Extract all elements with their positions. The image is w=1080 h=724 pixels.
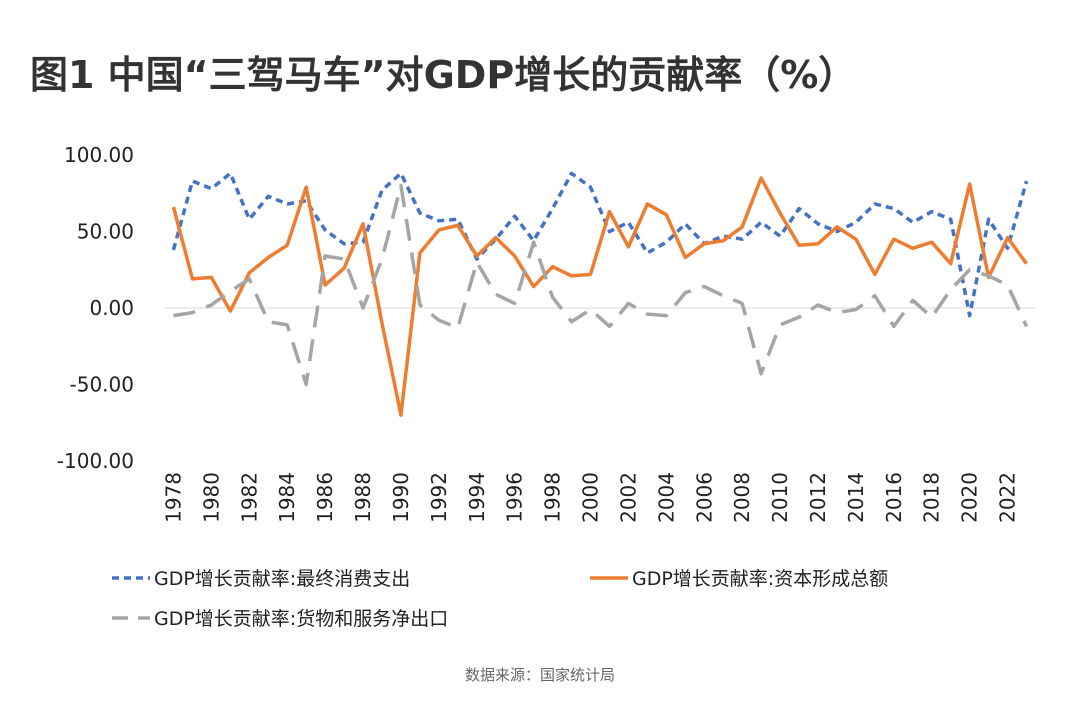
x-tick-label: 2010 — [768, 472, 792, 523]
x-tick-label: 1994 — [465, 472, 489, 523]
x-tick-label: 1980 — [199, 472, 223, 523]
series-line — [171, 171, 1029, 318]
x-tick-label: 1984 — [275, 472, 299, 523]
series-line — [173, 183, 1029, 387]
x-tick-label: 2016 — [882, 472, 906, 523]
x-tick-label: 2022 — [996, 472, 1020, 523]
legend-label: GDP增长贡献率:最终消费支出 — [154, 568, 410, 590]
source-note: 数据来源：国家统计局 — [465, 666, 615, 684]
y-tick-label: -50.00 — [70, 373, 134, 397]
y-tick-label: 100.00 — [64, 143, 134, 167]
x-tick-label: 1986 — [313, 472, 337, 523]
x-tick-label: 1990 — [389, 472, 413, 523]
x-tick-label: 2006 — [692, 472, 716, 523]
x-tick-label: 2008 — [730, 472, 754, 523]
x-tick-label: 1988 — [351, 472, 375, 523]
x-tick-label: 2018 — [920, 472, 944, 523]
y-tick-label: 0.00 — [89, 296, 134, 320]
chart-title: 图1 中国“三驾马车”对GDP增长的贡献率（%） — [30, 53, 856, 97]
x-tick-label: 1996 — [503, 472, 527, 523]
y-tick-label: 50.00 — [77, 220, 134, 244]
x-tick-label: 2000 — [579, 472, 603, 523]
x-tick-label: 1992 — [427, 472, 451, 523]
x-tick-label: 2012 — [806, 472, 830, 523]
x-tick-label: 1978 — [161, 472, 185, 523]
x-tick-label: 2014 — [844, 472, 868, 523]
legend-label: GDP增长贡献率:货物和服务净出口 — [154, 608, 448, 630]
legend-label: GDP增长贡献率:资本形成总额 — [632, 568, 888, 590]
y-tick-label: -100.00 — [57, 449, 134, 473]
x-tick-label: 1998 — [541, 472, 565, 523]
x-tick-label: 2004 — [654, 472, 678, 523]
x-tick-label: 2002 — [616, 472, 640, 523]
x-tick-label: 2020 — [958, 472, 982, 523]
series-line — [171, 176, 1028, 417]
x-tick-label: 1982 — [237, 472, 261, 523]
